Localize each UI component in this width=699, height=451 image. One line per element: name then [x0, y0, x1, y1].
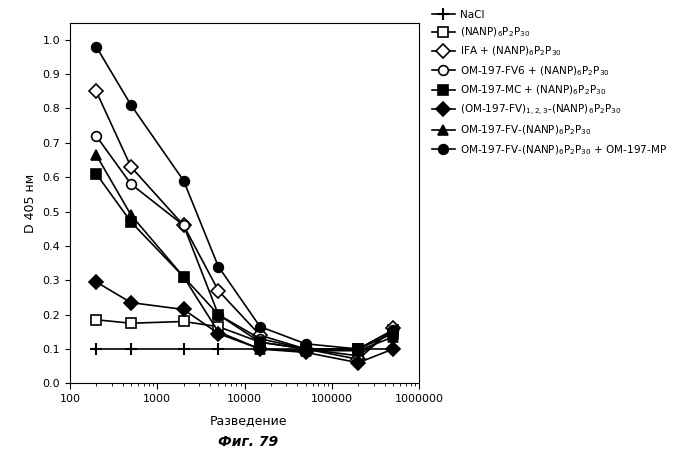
Y-axis label: D 405 нм: D 405 нм: [24, 173, 37, 233]
(NANP)$_6$P$_2$P$_{30}$: [354, 346, 363, 352]
(NANP)$_6$P$_2$P$_{30}$: [92, 317, 101, 322]
OM-197-MC + (NANP)$_6$P$_2$P$_{30}$: [180, 274, 188, 280]
IFA + (NANP)$_6$P$_2$P$_{30}$: [127, 164, 135, 170]
Text: Фиг. 79: Фиг. 79: [218, 436, 278, 450]
NaCl: [180, 346, 188, 352]
(NANP)$_6$P$_2$P$_{30}$: [127, 321, 135, 326]
OM-197-FV6 + (NANP)$_6$P$_2$P$_{30}$: [301, 346, 310, 352]
OM-197-FV-(NANP)$_6$P$_2$P$_{30}$: [214, 329, 222, 335]
OM-197-FV6 + (NANP)$_6$P$_2$P$_{30}$: [354, 353, 363, 359]
OM-197-MC + (NANP)$_6$P$_2$P$_{30}$: [92, 171, 101, 176]
(OM-197-FV)$_{1,2,3}$-(NANP)$_6$P$_2$P$_{30}$: [127, 300, 135, 305]
IFA + (NANP)$_6$P$_2$P$_{30}$: [301, 346, 310, 352]
(OM-197-FV)$_{1,2,3}$-(NANP)$_6$P$_2$P$_{30}$: [354, 360, 363, 365]
NaCl: [389, 346, 397, 352]
Line: (OM-197-FV)$_{1,2,3}$-(NANP)$_6$P$_2$P$_{30}$: (OM-197-FV)$_{1,2,3}$-(NANP)$_6$P$_2$P$_…: [92, 277, 398, 368]
OM-197-MC + (NANP)$_6$P$_2$P$_{30}$: [127, 219, 135, 225]
OM-197-MC + (NANP)$_6$P$_2$P$_{30}$: [389, 331, 397, 336]
OM-197-FV6 + (NANP)$_6$P$_2$P$_{30}$: [127, 181, 135, 187]
(NANP)$_6$P$_2$P$_{30}$: [180, 319, 188, 324]
IFA + (NANP)$_6$P$_2$P$_{30}$: [180, 223, 188, 228]
OM-197-MC + (NANP)$_6$P$_2$P$_{30}$: [301, 346, 310, 352]
Line: OM-197-FV6 + (NANP)$_6$P$_2$P$_{30}$: OM-197-FV6 + (NANP)$_6$P$_2$P$_{30}$: [92, 131, 398, 361]
OM-197-FV-(NANP)$_6$P$_2$P$_{30}$: [389, 334, 397, 340]
NaCl: [354, 346, 363, 352]
NaCl: [256, 346, 264, 352]
(OM-197-FV)$_{1,2,3}$-(NANP)$_6$P$_2$P$_{30}$: [389, 346, 397, 352]
(OM-197-FV)$_{1,2,3}$-(NANP)$_6$P$_2$P$_{30}$: [180, 307, 188, 312]
NaCl: [127, 346, 135, 352]
OM-197-FV-(NANP)$_6$P$_2$P$_{30}$ + OM-197-MP: [214, 264, 222, 269]
IFA + (NANP)$_6$P$_2$P$_{30}$: [389, 326, 397, 331]
OM-197-FV-(NANP)$_6$P$_2$P$_{30}$ + OM-197-MP: [180, 178, 188, 183]
Line: (NANP)$_6$P$_2$P$_{30}$: (NANP)$_6$P$_2$P$_{30}$: [92, 315, 398, 354]
OM-197-FV6 + (NANP)$_6$P$_2$P$_{30}$: [180, 223, 188, 228]
IFA + (NANP)$_6$P$_2$P$_{30}$: [92, 88, 101, 94]
(OM-197-FV)$_{1,2,3}$-(NANP)$_6$P$_2$P$_{30}$: [214, 331, 222, 336]
OM-197-FV6 + (NANP)$_6$P$_2$P$_{30}$: [92, 133, 101, 138]
OM-197-MC + (NANP)$_6$P$_2$P$_{30}$: [256, 340, 264, 345]
OM-197-FV6 + (NANP)$_6$P$_2$P$_{30}$: [214, 312, 222, 318]
Line: OM-197-MC + (NANP)$_6$P$_2$P$_{30}$: OM-197-MC + (NANP)$_6$P$_2$P$_{30}$: [92, 169, 398, 354]
Legend: NaCl, (NANP)$_6$P$_2$P$_{30}$, IFA + (NANP)$_6$P$_2$P$_{30}$, OM-197-FV6 + (NANP: NaCl, (NANP)$_6$P$_2$P$_{30}$, IFA + (NA…: [431, 10, 667, 156]
OM-197-FV-(NANP)$_6$P$_2$P$_{30}$: [301, 348, 310, 354]
OM-197-MC + (NANP)$_6$P$_2$P$_{30}$: [214, 312, 222, 318]
(NANP)$_6$P$_2$P$_{30}$: [301, 346, 310, 352]
OM-197-FV6 + (NANP)$_6$P$_2$P$_{30}$: [389, 327, 397, 333]
OM-197-FV-(NANP)$_6$P$_2$P$_{30}$ + OM-197-MP: [92, 44, 101, 49]
(OM-197-FV)$_{1,2,3}$-(NANP)$_6$P$_2$P$_{30}$: [92, 279, 101, 285]
IFA + (NANP)$_6$P$_2$P$_{30}$: [214, 288, 222, 293]
OM-197-FV-(NANP)$_6$P$_2$P$_{30}$: [180, 274, 188, 280]
Text: Разведение: Разведение: [210, 414, 287, 427]
OM-197-FV-(NANP)$_6$P$_2$P$_{30}$ + OM-197-MP: [389, 327, 397, 333]
IFA + (NANP)$_6$P$_2$P$_{30}$: [354, 357, 363, 362]
OM-197-FV-(NANP)$_6$P$_2$P$_{30}$ + OM-197-MP: [127, 102, 135, 108]
NaCl: [92, 346, 101, 352]
(OM-197-FV)$_{1,2,3}$-(NANP)$_6$P$_2$P$_{30}$: [301, 350, 310, 355]
OM-197-MC + (NANP)$_6$P$_2$P$_{30}$: [354, 346, 363, 352]
IFA + (NANP)$_6$P$_2$P$_{30}$: [256, 332, 264, 338]
NaCl: [301, 346, 310, 352]
(NANP)$_6$P$_2$P$_{30}$: [214, 324, 222, 329]
OM-197-FV-(NANP)$_6$P$_2$P$_{30}$: [354, 348, 363, 354]
(NANP)$_6$P$_2$P$_{30}$: [256, 340, 264, 345]
Line: OM-197-FV-(NANP)$_6$P$_2$P$_{30}$ + OM-197-MP: OM-197-FV-(NANP)$_6$P$_2$P$_{30}$ + OM-1…: [92, 42, 398, 354]
OM-197-FV-(NANP)$_6$P$_2$P$_{30}$: [92, 152, 101, 157]
(OM-197-FV)$_{1,2,3}$-(NANP)$_6$P$_2$P$_{30}$: [256, 346, 264, 352]
OM-197-FV-(NANP)$_6$P$_2$P$_{30}$ + OM-197-MP: [301, 341, 310, 346]
OM-197-FV-(NANP)$_6$P$_2$P$_{30}$: [256, 346, 264, 352]
Line: NaCl: NaCl: [91, 343, 398, 354]
Line: OM-197-FV-(NANP)$_6$P$_2$P$_{30}$: OM-197-FV-(NANP)$_6$P$_2$P$_{30}$: [92, 150, 398, 355]
NaCl: [214, 346, 222, 352]
Line: IFA + (NANP)$_6$P$_2$P$_{30}$: IFA + (NANP)$_6$P$_2$P$_{30}$: [92, 87, 398, 364]
OM-197-FV-(NANP)$_6$P$_2$P$_{30}$: [127, 212, 135, 218]
OM-197-FV6 + (NANP)$_6$P$_2$P$_{30}$: [256, 336, 264, 341]
(NANP)$_6$P$_2$P$_{30}$: [389, 327, 397, 333]
OM-197-FV-(NANP)$_6$P$_2$P$_{30}$ + OM-197-MP: [256, 324, 264, 329]
OM-197-FV-(NANP)$_6$P$_2$P$_{30}$ + OM-197-MP: [354, 346, 363, 352]
